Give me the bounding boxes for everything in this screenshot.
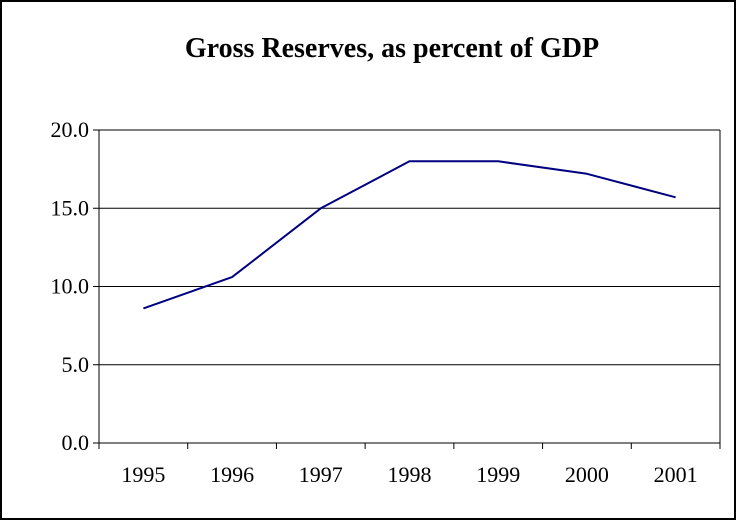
x-tick-label: 1998 xyxy=(388,462,432,487)
y-tick-label: 5.0 xyxy=(62,352,90,377)
y-axis-tick-labels: 0.0 5.0 10.0 15.0 20.0 xyxy=(51,117,90,455)
x-tick-label: 1997 xyxy=(299,462,343,487)
x-axis-tick-labels: 1995 1996 1997 1998 1999 2000 2001 xyxy=(121,462,697,487)
x-tick-label: 2000 xyxy=(565,462,609,487)
x-tick-label: 1999 xyxy=(476,462,520,487)
y-tick-label: 20.0 xyxy=(51,117,90,142)
x-tick-label: 1996 xyxy=(210,462,254,487)
x-tick-label: 2001 xyxy=(654,462,698,487)
y-tick-label: 10.0 xyxy=(51,274,90,299)
chart-title: Gross Reserves, as percent of GDP xyxy=(185,33,599,64)
axes xyxy=(93,130,720,449)
y-tick-label: 0.0 xyxy=(62,430,90,455)
gridlines xyxy=(99,208,720,365)
x-tick-label: 1995 xyxy=(121,462,165,487)
y-tick-label: 15.0 xyxy=(51,195,90,220)
